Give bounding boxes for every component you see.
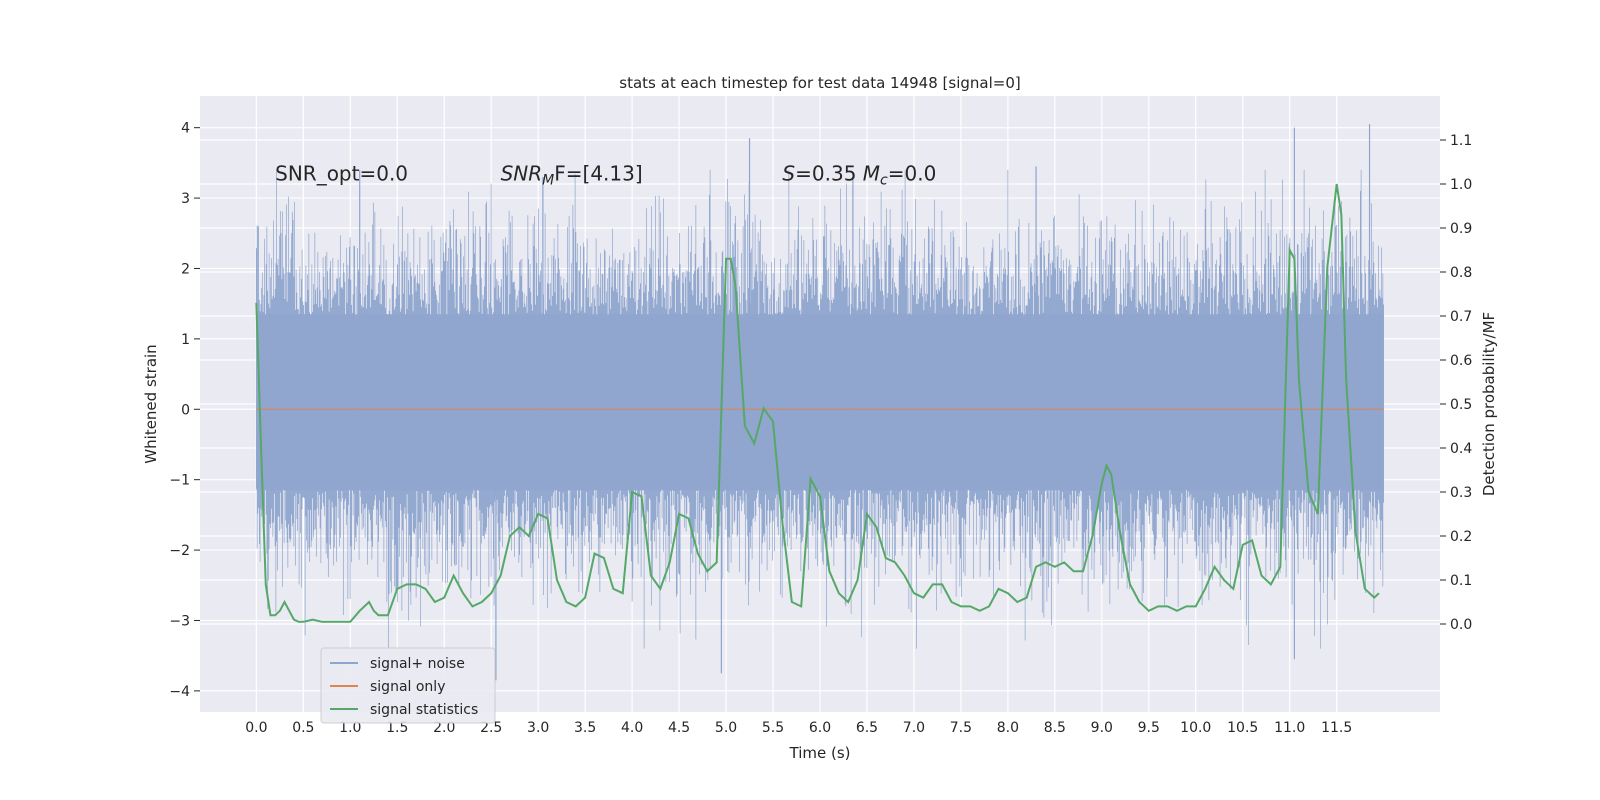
x-tick-label: 5.0 [715, 720, 737, 736]
chart-title: stats at each timestep for test data 149… [619, 74, 1020, 92]
annotation-mc-sub: c [880, 172, 888, 188]
annotation-mc-value: =0.0 [888, 161, 937, 185]
x-tick-label: 1.0 [339, 720, 361, 736]
x-tick-label: 9.5 [1138, 720, 1160, 736]
y-tick-label-right: 0.9 [1450, 221, 1472, 237]
x-tick-label: 5.5 [762, 720, 784, 736]
y-tick-label-left: 4 [181, 121, 190, 137]
statistics-series [255, 183, 1380, 623]
x-tick-label: 11.5 [1321, 720, 1352, 736]
y-tick-label-left: −1 [169, 473, 190, 489]
x-tick-label: 11.0 [1274, 720, 1305, 736]
x-tick-label: 3.0 [527, 720, 549, 736]
legend-label-signal-noise: signal+ noise [370, 656, 465, 672]
x-tick-label: 1.5 [386, 720, 408, 736]
y-tick-label-left: 3 [181, 191, 190, 207]
x-tick-label: 10.0 [1180, 720, 1211, 736]
x-tick-label: 6.5 [856, 720, 878, 736]
y-tick-label-right: 0.0 [1450, 617, 1472, 633]
x-tick-label: 4.0 [621, 720, 643, 736]
x-tick-label: 10.5 [1227, 720, 1258, 736]
y-tick-label-right: 0.2 [1450, 529, 1472, 545]
y-axis-label-right: Detection probability/MF [1480, 312, 1498, 496]
legend-label-signal-only: signal only [370, 679, 445, 695]
annotation-snr-mf: SNRMF=[4.13] [501, 161, 643, 188]
y-tick-label-right: 0.6 [1450, 353, 1472, 369]
x-tick-label: 3.5 [574, 720, 596, 736]
y-tick-label-right: 0.1 [1450, 573, 1472, 589]
y-tick-label-right: 0.7 [1450, 309, 1472, 325]
legend: signal+ noise signal only signal statist… [320, 647, 496, 724]
x-axis-label: Time (s) [789, 744, 851, 762]
y-tick-label-left: 1 [181, 332, 190, 348]
annotation-snr-mf-sub: M [542, 172, 554, 188]
x-tick-label: 0.0 [245, 720, 267, 736]
y-ticks-left: 4 3 2 1 0 −1 −2 −3 −4 [169, 121, 200, 700]
annotation-s-symbol: S [782, 161, 795, 185]
y-tick-label-right: 1.1 [1450, 133, 1472, 149]
annotation-s-mc: S=0.35 Mc=0.0 [782, 161, 936, 188]
x-tick-label: 2.0 [433, 720, 455, 736]
x-tick-label: 0.5 [292, 720, 314, 736]
strain-series [255, 124, 1384, 681]
x-tick-label: 8.0 [997, 720, 1019, 736]
x-tick-label: 6.0 [809, 720, 831, 736]
x-tick-label: 2.5 [480, 720, 502, 736]
y-tick-label-right: 0.4 [1450, 441, 1472, 457]
y-tick-label-right: 1.0 [1450, 177, 1472, 193]
y-tick-label-right: 0.3 [1450, 485, 1472, 501]
x-ticks: 0.0 0.5 1.0 1.5 2.0 2.5 3.0 3.5 4.0 4.5 5.0 5.5 6.0 6… [245, 720, 1352, 736]
y-tick-label-left: 2 [181, 261, 190, 277]
annotations: SNR_opt=0.0 SNRMF=[4.13] S=0.35 Mc=0.0 [275, 161, 936, 188]
y-tick-label-right: 0.5 [1450, 397, 1472, 413]
legend-label-signal-statistics: signal statistics [370, 702, 478, 718]
y-ticks-right: 1.1 1.0 0.9 0.8 0.7 0.6 0.5 0.4 0.3 0.2 0.1 0.0 [1440, 133, 1472, 633]
x-tick-label: 7.5 [950, 720, 972, 736]
x-tick-label: 4.5 [668, 720, 690, 736]
annotation-s-value: =0.35 [795, 161, 863, 185]
y-tick-label-left: 0 [181, 402, 190, 418]
legend-box [320, 647, 496, 724]
y-axis-label-left: Whitened strain [142, 344, 160, 463]
annotation-snr-opt: SNR_opt=0.0 [275, 161, 408, 185]
annotation-mc-symbol: M [863, 161, 880, 185]
x-tick-label: 9.0 [1091, 720, 1113, 736]
annotation-snr-mf-main: SNR [501, 161, 543, 185]
x-tick-label: 7.0 [903, 720, 925, 736]
y-tick-label-left: −4 [169, 684, 190, 700]
strain-trace [255, 169, 1384, 649]
y-tick-label-left: −2 [169, 543, 190, 559]
annotation-snr-mf-rest: F=[4.13] [554, 161, 642, 185]
statistics-line [255, 183, 1380, 623]
y-tick-label-right: 0.8 [1450, 265, 1472, 281]
x-tick-label: 8.5 [1044, 720, 1066, 736]
y-tick-label-left: −3 [169, 613, 190, 629]
